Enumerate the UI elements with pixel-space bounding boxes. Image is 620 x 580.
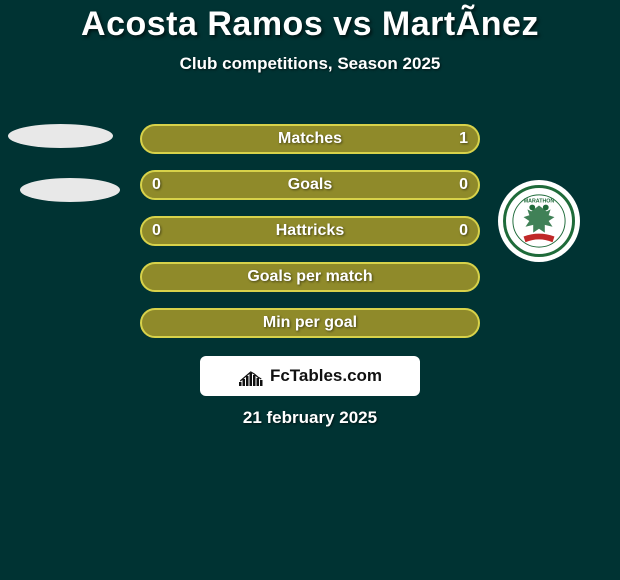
- stat-row-goals-per-match: Goals per match: [140, 262, 480, 292]
- stat-label: Goals per match: [247, 268, 372, 286]
- svg-text:MARATHON: MARATHON: [524, 199, 555, 205]
- title: Acosta Ramos vs MartÃnez: [0, 0, 620, 44]
- stat-row-hattricks: 0 Hattricks 0: [140, 216, 480, 246]
- club-crest-icon: MARATHON: [510, 192, 568, 250]
- bar-chart-icon: [238, 366, 264, 386]
- stat-row-matches: Matches 1: [140, 124, 480, 154]
- stat-left-value: 0: [152, 176, 161, 194]
- player-left-club-placeholder: [20, 178, 120, 202]
- comparison-card: Acosta Ramos vs MartÃnez Club competitio…: [0, 0, 620, 580]
- date-text: 21 february 2025: [0, 408, 620, 428]
- stat-label: Goals: [288, 176, 332, 194]
- stat-right-value: 0: [459, 176, 468, 194]
- stat-row-goals: 0 Goals 0: [140, 170, 480, 200]
- stat-left-value: 0: [152, 222, 161, 240]
- player-right-club-badge: MARATHON: [498, 180, 580, 262]
- stat-rows: Matches 1 0 Goals 0 0 Hattricks 0 Goals …: [140, 124, 480, 354]
- subtitle: Club competitions, Season 2025: [0, 54, 620, 74]
- stat-label: Min per goal: [263, 314, 357, 332]
- stat-row-min-per-goal: Min per goal: [140, 308, 480, 338]
- stat-label: Matches: [278, 130, 342, 148]
- stat-right-value: 0: [459, 222, 468, 240]
- player-left-photo-placeholder: [8, 124, 113, 148]
- fctables-watermark: FcTables.com: [200, 356, 420, 396]
- stat-right-value: 1: [459, 130, 468, 148]
- stat-label: Hattricks: [276, 222, 344, 240]
- fctables-text: FcTables.com: [270, 366, 382, 386]
